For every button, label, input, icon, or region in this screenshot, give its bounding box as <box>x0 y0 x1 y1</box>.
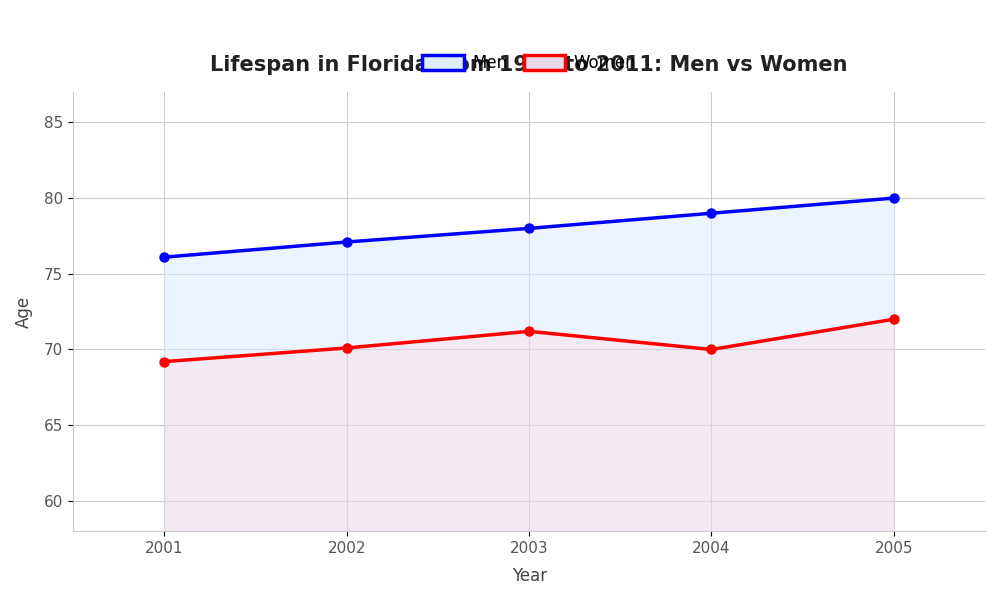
Y-axis label: Age: Age <box>15 296 33 328</box>
Legend: Men, Women: Men, Women <box>415 48 643 79</box>
Title: Lifespan in Florida from 1961 to 2011: Men vs Women: Lifespan in Florida from 1961 to 2011: M… <box>210 55 848 75</box>
X-axis label: Year: Year <box>512 567 547 585</box>
